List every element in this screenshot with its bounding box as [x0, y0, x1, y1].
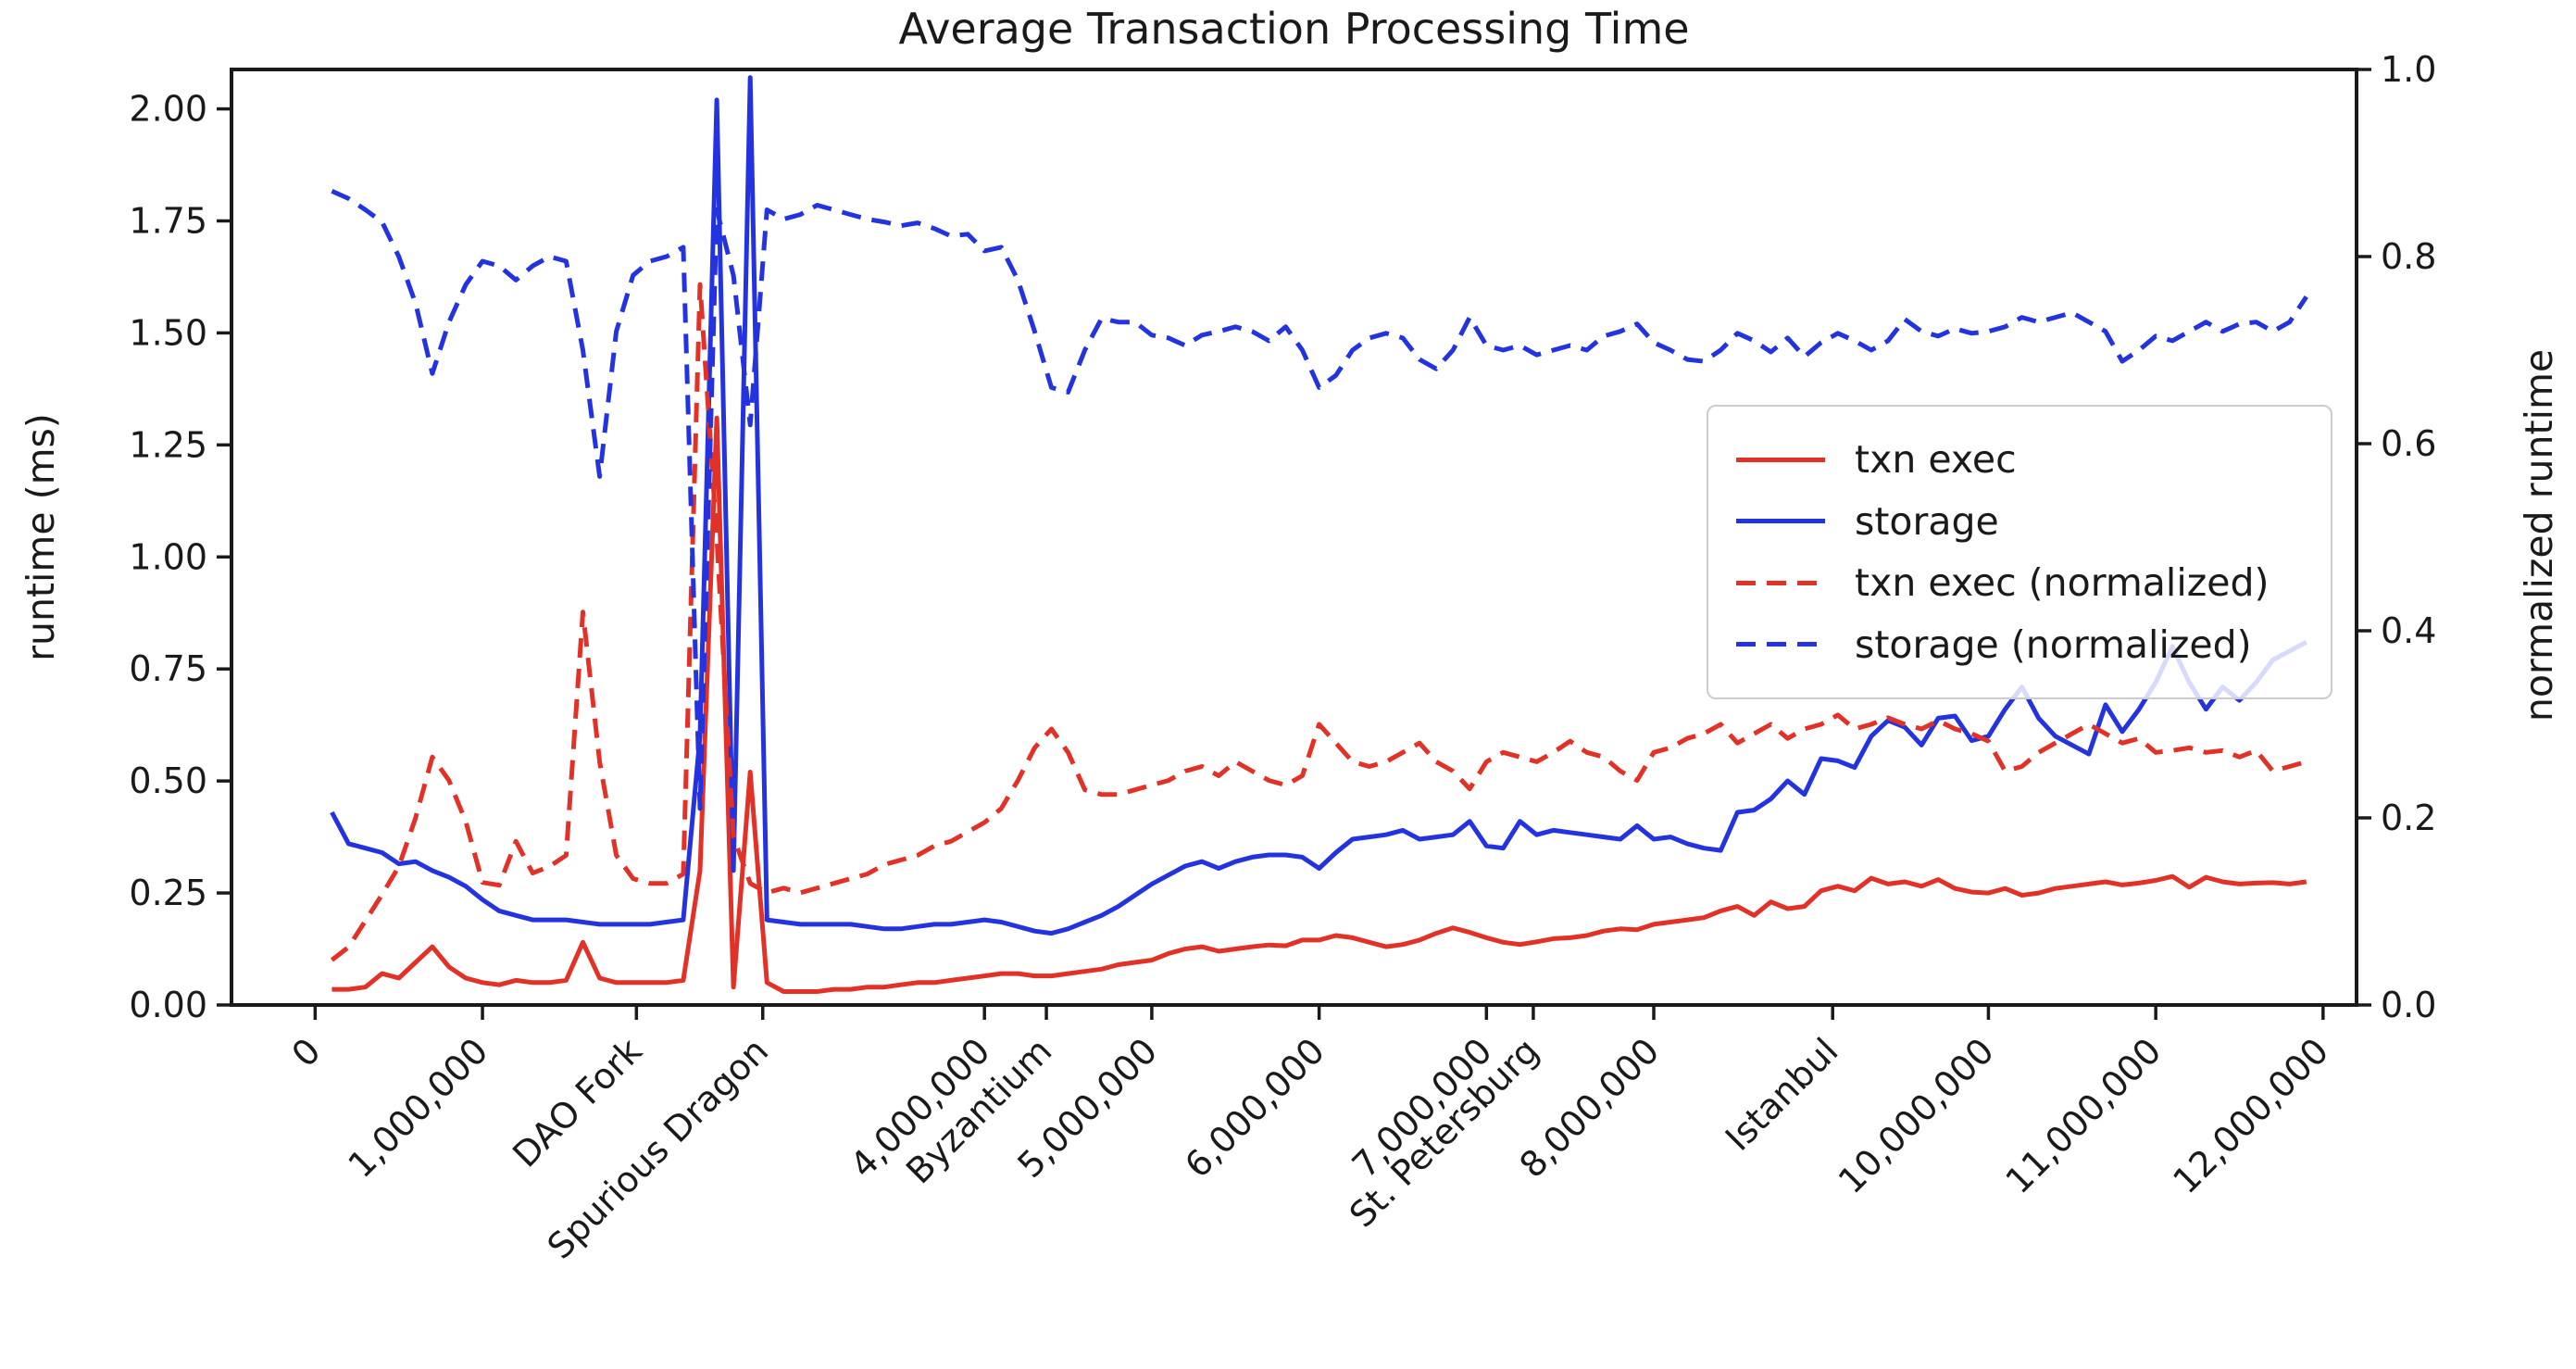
y-right-tick-label: 0.8: [2381, 236, 2436, 277]
legend-label: storage (normalized): [1855, 622, 2252, 667]
legend-swatch-solid-blue: [1736, 519, 1825, 524]
legend-item-txn-exec-normalized: txn exec (normalized): [1736, 556, 2303, 609]
y-right-tick-label: 0.0: [2381, 985, 2436, 1025]
legend-swatch-solid-red: [1736, 457, 1825, 462]
legend-swatch-dashed-red: [1736, 580, 1825, 585]
chart-title: Average Transaction Processing Time: [898, 4, 1690, 54]
axes-frame: [230, 68, 2358, 1007]
x-tick-label: 11,000,000: [1998, 1030, 2170, 1201]
series-line-txn-exec: [331, 415, 2307, 994]
y-left-tick-label: 1.75: [129, 200, 207, 241]
legend-item-storage-normalized: storage (normalized): [1736, 618, 2303, 672]
x-tick-label: Spurious Dragon: [540, 1030, 777, 1267]
x-tick-label: 6,000,000: [1177, 1030, 1332, 1186]
y-right-tick-label: 1.0: [2381, 49, 2436, 90]
series-line-storage: [330, 75, 2307, 936]
y-left-tick-label: 1.50: [129, 312, 207, 353]
legend: txn exec storage txn exec (normalized) s…: [1707, 405, 2332, 699]
legend-label: storage: [1855, 498, 1999, 544]
y-left-tick-label: 1.00: [129, 536, 207, 577]
series-line-txn-exec-normalized-: [330, 282, 2307, 962]
series-line-storage-normalized-: [331, 189, 2308, 811]
y-left-tick-label: 0.25: [129, 873, 207, 913]
y-right-tick-label: 0.2: [2381, 798, 2436, 838]
y-right-tick-label: 0.4: [2381, 610, 2436, 651]
y-left-tick-label: 2.00: [129, 89, 207, 130]
x-tick-label: 0: [284, 1030, 329, 1074]
x-tick-label: 12,000,000: [2165, 1030, 2336, 1201]
legend-swatch-dashed-blue: [1736, 642, 1825, 647]
legend-label: txn exec: [1855, 437, 2017, 482]
legend-label: txn exec (normalized): [1855, 560, 2270, 606]
y-left-tick-label: 0.75: [129, 648, 207, 689]
y-left-tick-label: 0.50: [129, 760, 207, 801]
legend-item-storage: storage: [1736, 495, 2303, 548]
y-right-tick-label: 0.6: [2381, 423, 2436, 464]
x-tick-label: Istanbul: [1718, 1030, 1846, 1159]
y-left-tick-label: 1.25: [129, 424, 207, 465]
legend-item-txn-exec: txn exec: [1736, 433, 2303, 486]
y-left-tick-label: 0.00: [129, 985, 207, 1025]
x-tick-label: 10,000,000: [1831, 1030, 2002, 1201]
x-tick-label: 1,000,000: [341, 1030, 496, 1186]
